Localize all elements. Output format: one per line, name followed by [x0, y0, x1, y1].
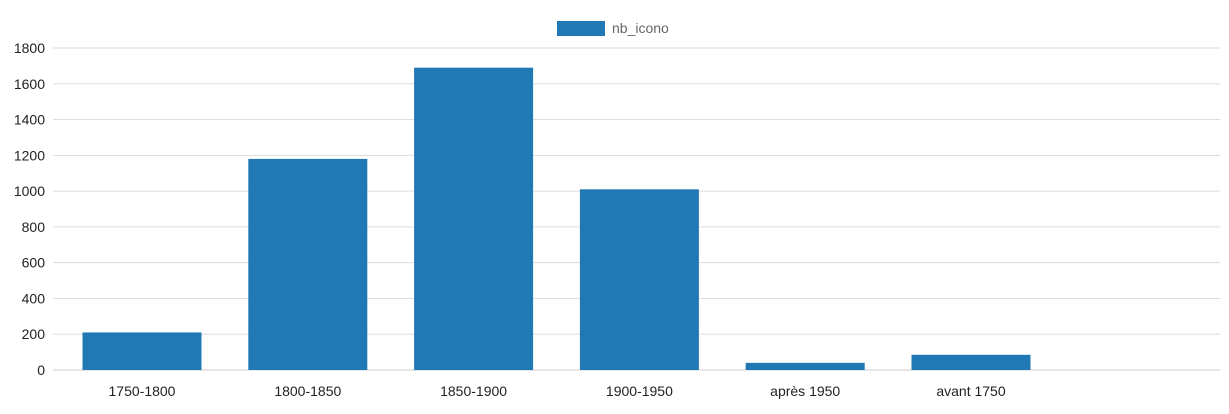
bars [82, 67, 1031, 370]
y-tick-label-200: 200 [22, 326, 46, 342]
x-axis-ticks: 1750-1800 1800-1850 1850-1900 1900-1950 aprè… [109, 383, 1006, 399]
legend-swatch-nb-icono [557, 21, 605, 36]
y-tick-label-400: 400 [22, 290, 46, 306]
bar-avant-1750[interactable] [911, 354, 1031, 370]
legend-label-nb-icono: nb_icono [612, 20, 669, 36]
y-tick-label-1400: 1400 [14, 112, 45, 128]
x-tick-label-1800-1850: 1800-1850 [274, 383, 341, 399]
x-tick-label-1900-1950: 1900-1950 [606, 383, 673, 399]
y-tick-label-800: 800 [22, 219, 46, 235]
y-tick-label-0: 0 [37, 362, 45, 378]
x-tick-label-après-1950: après 1950 [770, 383, 840, 399]
y-tick-label-1600: 1600 [14, 76, 45, 92]
x-tick-label-1750-1800: 1750-1800 [109, 383, 176, 399]
bar-1850-1900[interactable] [414, 67, 534, 370]
y-tick-label-1000: 1000 [14, 183, 45, 199]
y-tick-label-600: 600 [22, 255, 46, 271]
bar-1750-1800[interactable] [82, 332, 202, 370]
x-tick-label-avant-1750: avant 1750 [936, 383, 1005, 399]
y-tick-label-1200: 1200 [14, 147, 45, 163]
bar-après-1950[interactable] [745, 362, 865, 370]
bar-1800-1850[interactable] [248, 158, 368, 370]
y-tick-label-1800: 1800 [14, 40, 45, 56]
bar-1900-1950[interactable] [579, 189, 699, 370]
x-tick-label-1850-1900: 1850-1900 [440, 383, 507, 399]
legend: nb_icono [557, 20, 669, 36]
y-axis-ticks: 0 200 400 600 800 1000 1200 1400 1600 1800 [14, 40, 45, 378]
